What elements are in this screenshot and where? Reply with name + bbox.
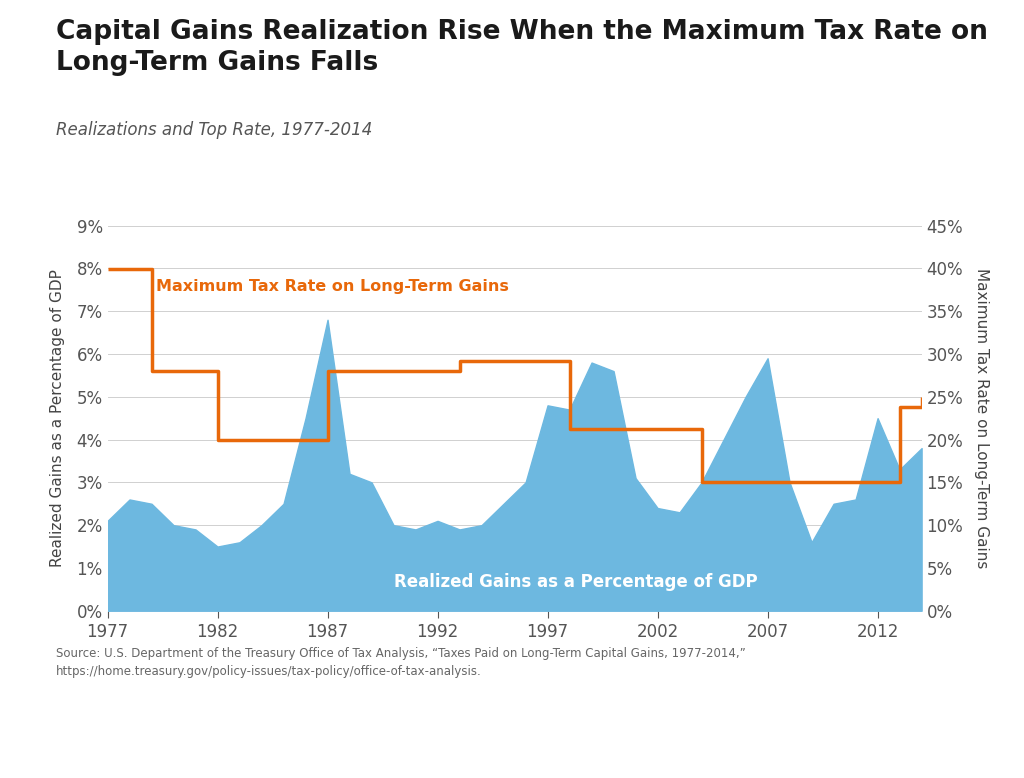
Y-axis label: Realized Gains as a Percentage of GDP: Realized Gains as a Percentage of GDP bbox=[50, 269, 66, 567]
Text: Realized Gains as a Percentage of GDP: Realized Gains as a Percentage of GDP bbox=[393, 573, 757, 591]
Text: Source: U.S. Department of the Treasury Office of Tax Analysis, “Taxes Paid on L: Source: U.S. Department of the Treasury … bbox=[56, 647, 746, 678]
Text: Capital Gains Realization Rise When the Maximum Tax Rate on
Long-Term Gains Fall: Capital Gains Realization Rise When the … bbox=[56, 19, 988, 76]
Text: Maximum Tax Rate on Long-Term Gains: Maximum Tax Rate on Long-Term Gains bbox=[156, 279, 509, 294]
Text: Realizations and Top Rate, 1977-2014: Realizations and Top Rate, 1977-2014 bbox=[56, 121, 373, 138]
Text: TAX FOUNDATION: TAX FOUNDATION bbox=[18, 741, 212, 759]
Y-axis label: Maximum Tax Rate on Long-Term Gains: Maximum Tax Rate on Long-Term Gains bbox=[974, 268, 989, 569]
Text: @TaxFoundation: @TaxFoundation bbox=[857, 741, 1006, 759]
